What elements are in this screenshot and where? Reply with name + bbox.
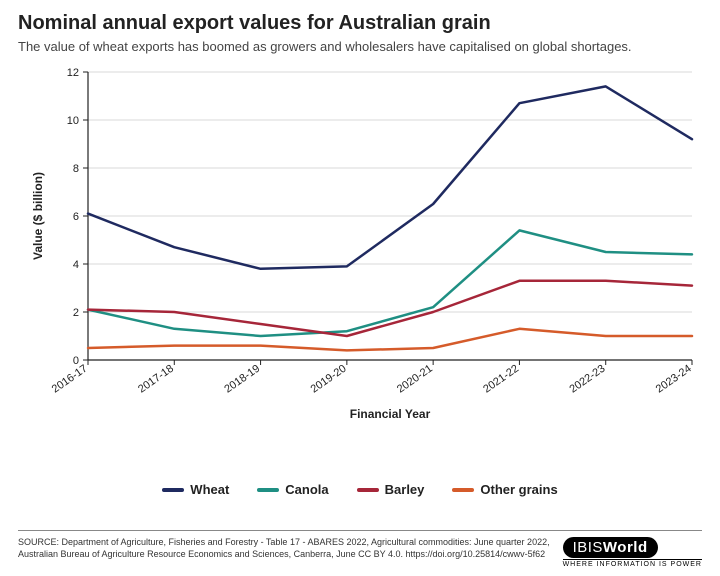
chart-subtitle: The value of wheat exports has boomed as… (18, 39, 702, 54)
legend-label: Canola (285, 482, 328, 497)
svg-text:2: 2 (73, 307, 79, 319)
svg-text:12: 12 (67, 67, 79, 79)
svg-text:8: 8 (73, 163, 79, 175)
legend-label: Wheat (190, 482, 229, 497)
svg-text:2021-22: 2021-22 (481, 363, 521, 396)
footer: SOURCE: Department of Agriculture, Fishe… (18, 530, 702, 568)
svg-text:2019-20: 2019-20 (309, 363, 349, 396)
legend-swatch (257, 488, 279, 492)
logo-wordmark: IBISWorld (563, 537, 658, 558)
legend-item: Canola (257, 482, 328, 497)
svg-text:2020-21: 2020-21 (395, 363, 435, 396)
svg-text:6: 6 (73, 211, 79, 223)
legend-swatch (162, 488, 184, 492)
svg-text:2017-18: 2017-18 (136, 363, 176, 396)
chart-title: Nominal annual export values for Austral… (18, 12, 702, 35)
svg-text:2016-17: 2016-17 (50, 363, 90, 396)
legend-label: Barley (385, 482, 425, 497)
ibisworld-logo: IBISWorld WHERE INFORMATION IS POWER (563, 537, 702, 568)
figure-container: Nominal annual export values for Austral… (0, 0, 720, 576)
chart-area: 0246810122016-172017-182018-192019-20202… (18, 60, 702, 480)
legend-swatch (452, 488, 474, 492)
logo-tagline: WHERE INFORMATION IS POWER (563, 559, 702, 568)
svg-text:10: 10 (67, 115, 79, 127)
legend-item: Wheat (162, 482, 229, 497)
legend-swatch (357, 488, 379, 492)
svg-text:4: 4 (73, 259, 79, 271)
line-chart-svg: 0246810122016-172017-182018-192019-20202… (18, 60, 702, 440)
source-citation: SOURCE: Department of Agriculture, Fishe… (18, 537, 551, 560)
legend-item: Other grains (452, 482, 557, 497)
legend-label: Other grains (480, 482, 557, 497)
svg-text:Value ($ billion): Value ($ billion) (31, 172, 45, 260)
legend: Wheat Canola Barley Other grains (18, 482, 702, 497)
svg-text:Financial Year: Financial Year (350, 407, 431, 421)
legend-item: Barley (357, 482, 425, 497)
svg-text:2023-24: 2023-24 (654, 363, 694, 396)
svg-text:2022-23: 2022-23 (567, 363, 607, 396)
svg-text:2018-19: 2018-19 (222, 363, 262, 396)
